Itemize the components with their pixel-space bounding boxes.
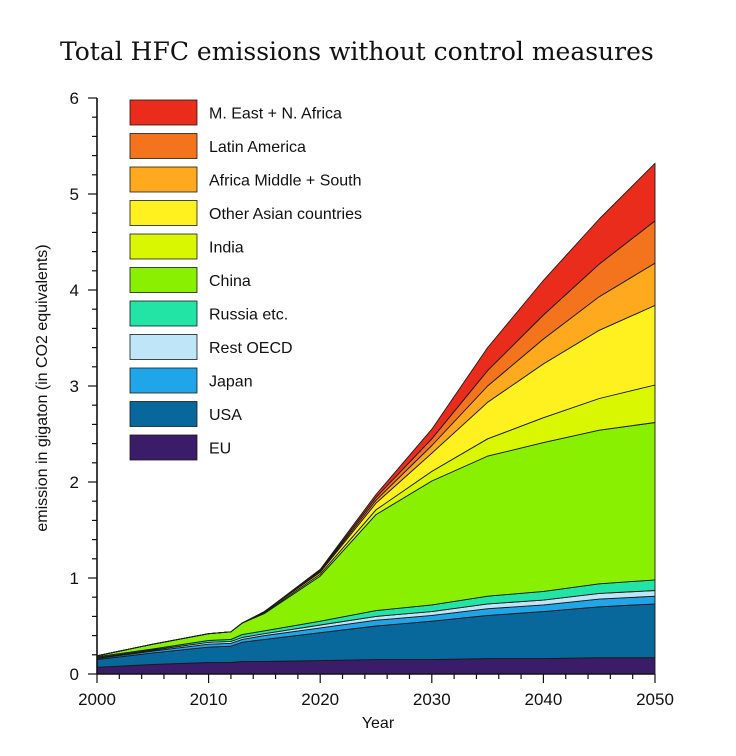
x-tick-label: 2030 [413, 690, 451, 709]
y-tick-label: 3 [70, 377, 79, 396]
legend-swatch [129, 99, 198, 126]
legend-label: M. East + N. Africa [209, 106, 342, 123]
legend-item-m-east-n-africa: M. East + N. Africa [129, 99, 342, 126]
y-tick-label: 6 [70, 89, 79, 108]
legend-item-eu: EU [129, 434, 231, 461]
legend-swatch [129, 434, 198, 461]
area-m-east-n-africa [96, 162, 656, 657]
y-tick-label: 1 [70, 569, 79, 588]
y-axis-label: emission in gigaton (in CO2 equivalents) [34, 244, 51, 531]
legend-item-other-asian-countries: Other Asian countries [129, 200, 362, 226]
legend-label: Other Asian countries [209, 206, 362, 223]
legend-label: USA [209, 407, 242, 424]
y-tick-label: 4 [70, 281, 79, 300]
legend-swatch [129, 166, 198, 193]
legend-swatch [129, 200, 198, 226]
legend-item-africa-middle-south: Africa Middle + South [129, 166, 362, 193]
legend-label: India [209, 240, 244, 257]
chart-title: Total HFC emissions without control meas… [60, 37, 654, 66]
legend-item-india: India [129, 233, 244, 260]
legend-label: EU [209, 441, 231, 458]
x-tick-label: 2040 [524, 690, 562, 709]
legend-label: Latin America [209, 139, 306, 156]
stacked-areas [96, 162, 656, 675]
legend-label: Rest OECD [209, 340, 293, 357]
legend-item-rest-oecd: Rest OECD [129, 334, 293, 360]
legend-swatch [129, 334, 198, 360]
legend-label: China [209, 273, 251, 290]
x-tick-label: 2020 [301, 690, 339, 709]
legend: M. East + N. Africa Latin America Africa M… [129, 99, 362, 461]
x-tick-label: 2000 [78, 690, 116, 709]
legend-swatch [129, 401, 198, 427]
legend-swatch [129, 367, 198, 394]
legend-swatch [129, 267, 198, 293]
y-tick-label: 0 [70, 665, 79, 684]
legend-item-china: China [129, 267, 251, 293]
legend-item-latin-america: Latin America [129, 133, 306, 159]
y-tick-label: 5 [70, 185, 79, 204]
legend-item-russia-etc: Russia etc. [129, 300, 288, 327]
axes: 0 1 2 3 4 5 6 2000 2010 2020 2030 2040 2050 [70, 89, 674, 709]
legend-item-usa: USA [129, 401, 242, 427]
y-tick-label: 2 [70, 473, 79, 492]
legend-label: Africa Middle + South [209, 173, 362, 190]
legend-label: Russia etc. [209, 307, 288, 324]
legend-swatch [129, 233, 198, 260]
legend-label: Japan [209, 374, 253, 391]
legend-swatch [129, 300, 198, 327]
x-tick-label: 2050 [636, 690, 674, 709]
x-tick-label: 2010 [190, 690, 228, 709]
x-axis-label: Year [362, 715, 395, 732]
legend-item-japan: Japan [129, 367, 253, 394]
legend-swatch [129, 133, 198, 159]
